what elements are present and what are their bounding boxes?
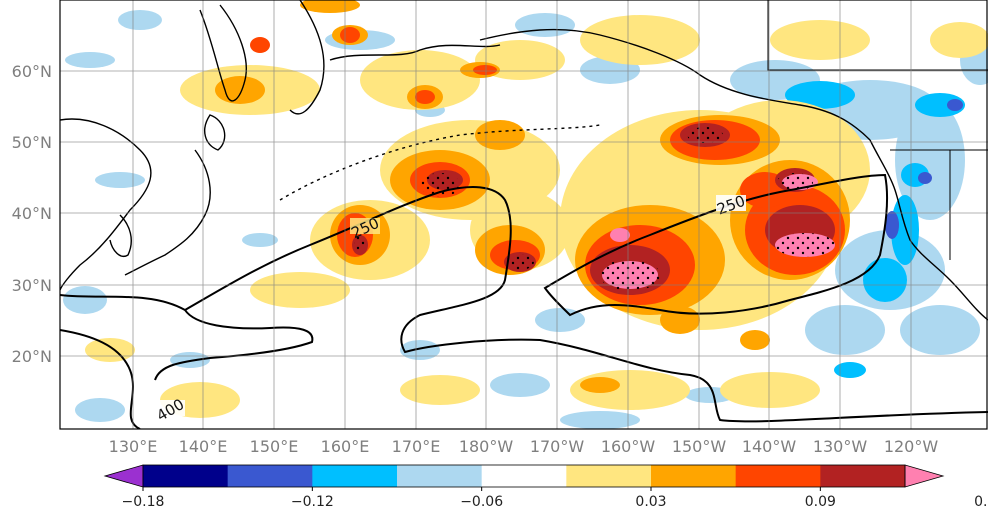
lat-label-50n: 50°N [12, 133, 52, 152]
kamchatka-coastline [199, 4, 247, 102]
colorbar-tick-label: −0.12 [291, 494, 334, 510]
hokkaido-coastline [204, 114, 226, 151]
lon-label-140e: 140°E [179, 437, 228, 456]
lat-label-60n: 60°N [12, 62, 52, 81]
latitude-labels: 60°N 50°N 40°N 30°N 20°N [12, 62, 52, 366]
contour-labels: 250 250 400 [154, 192, 748, 425]
lon-label-180w: 180°W [459, 437, 514, 456]
siberia-coastline [289, 0, 501, 115]
lat-label-40n: 40°N [12, 204, 52, 223]
colorbar: −0.18 −0.12 −0.06 0.03 0.09 0.15 [103, 464, 988, 510]
colorbar-tick-label: 0.09 [805, 494, 836, 510]
colorbar-swatch [227, 465, 313, 487]
colorbar-tick-label: −0.06 [460, 494, 503, 510]
lon-label-170e: 170°E [392, 437, 441, 456]
wind-contours [60, 173, 988, 429]
colorbar-min-arrow [103, 464, 144, 488]
contour-250-east [543, 173, 889, 317]
colorbar-swatch [651, 465, 737, 487]
colorbar-swatch [312, 465, 398, 487]
colorbar-swatch [735, 465, 821, 487]
lat-label-30n: 30°N [12, 276, 52, 295]
colorbar-swatch [143, 465, 229, 487]
colorbar-frame [142, 464, 906, 488]
contour-250-loop [154, 309, 314, 381]
lon-label-170w: 170°W [530, 437, 585, 456]
asia-coastline [60, 118, 152, 291]
north-america-coastline [869, 139, 988, 321]
lon-label-160w: 160°W [601, 437, 656, 456]
lon-label-130w: 130°W [813, 437, 868, 456]
korea-coastline [109, 214, 132, 257]
colorbar-tick-label: −0.18 [122, 494, 165, 510]
aleutian-islands [279, 124, 601, 201]
contour-400 [60, 294, 186, 429]
lon-label-120w: 120°W [884, 437, 939, 456]
colorbar-tick-label: 0.15 [974, 494, 988, 510]
lon-label-160e: 160°E [321, 437, 370, 456]
lat-label-20n: 20°N [12, 347, 52, 366]
japan-coastline [124, 149, 211, 276]
colorbar-max-arrow [904, 464, 945, 488]
very-strong-negative-patches [885, 99, 963, 239]
lon-label-150w: 150°W [672, 437, 727, 456]
anomaly-field: 250 250 400 [60, 0, 988, 429]
colorbar-tick-label: 0.03 [635, 494, 666, 510]
lon-label-140w: 140°W [742, 437, 797, 456]
graticule [60, 0, 988, 429]
colorbar-swatch [481, 465, 567, 487]
contour-250-west [184, 186, 988, 423]
country-borders [767, 0, 988, 260]
colorbar-swatch [397, 465, 483, 487]
longitude-labels: 130°E 140°E 150°E 160°E 170°E 180°W 170°… [109, 437, 939, 456]
lon-label-150e: 150°E [250, 437, 299, 456]
significance-stippling [354, 127, 835, 291]
colorbar-swatch [566, 465, 652, 487]
lon-label-130e: 130°E [109, 437, 158, 456]
plot-frame [59, 0, 988, 430]
colorbar-swatch [820, 465, 906, 487]
